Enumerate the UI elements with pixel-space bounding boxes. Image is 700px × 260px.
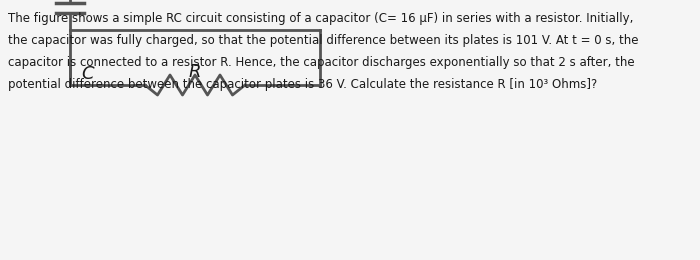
Text: potential difference between the capacitor plates is 36 V. Calculate the resista: potential difference between the capacit… bbox=[8, 78, 597, 91]
Text: C: C bbox=[82, 65, 94, 83]
Text: capacitor is connected to a resistor R. Hence, the capacitor discharges exponent: capacitor is connected to a resistor R. … bbox=[8, 56, 635, 69]
Text: R: R bbox=[189, 63, 202, 81]
Text: The figure shows a simple RC circuit consisting of a capacitor (C= 16 μF) in ser: The figure shows a simple RC circuit con… bbox=[8, 12, 634, 25]
Text: the capacitor was fully charged, so that the potential difference between its pl: the capacitor was fully charged, so that… bbox=[8, 34, 638, 47]
